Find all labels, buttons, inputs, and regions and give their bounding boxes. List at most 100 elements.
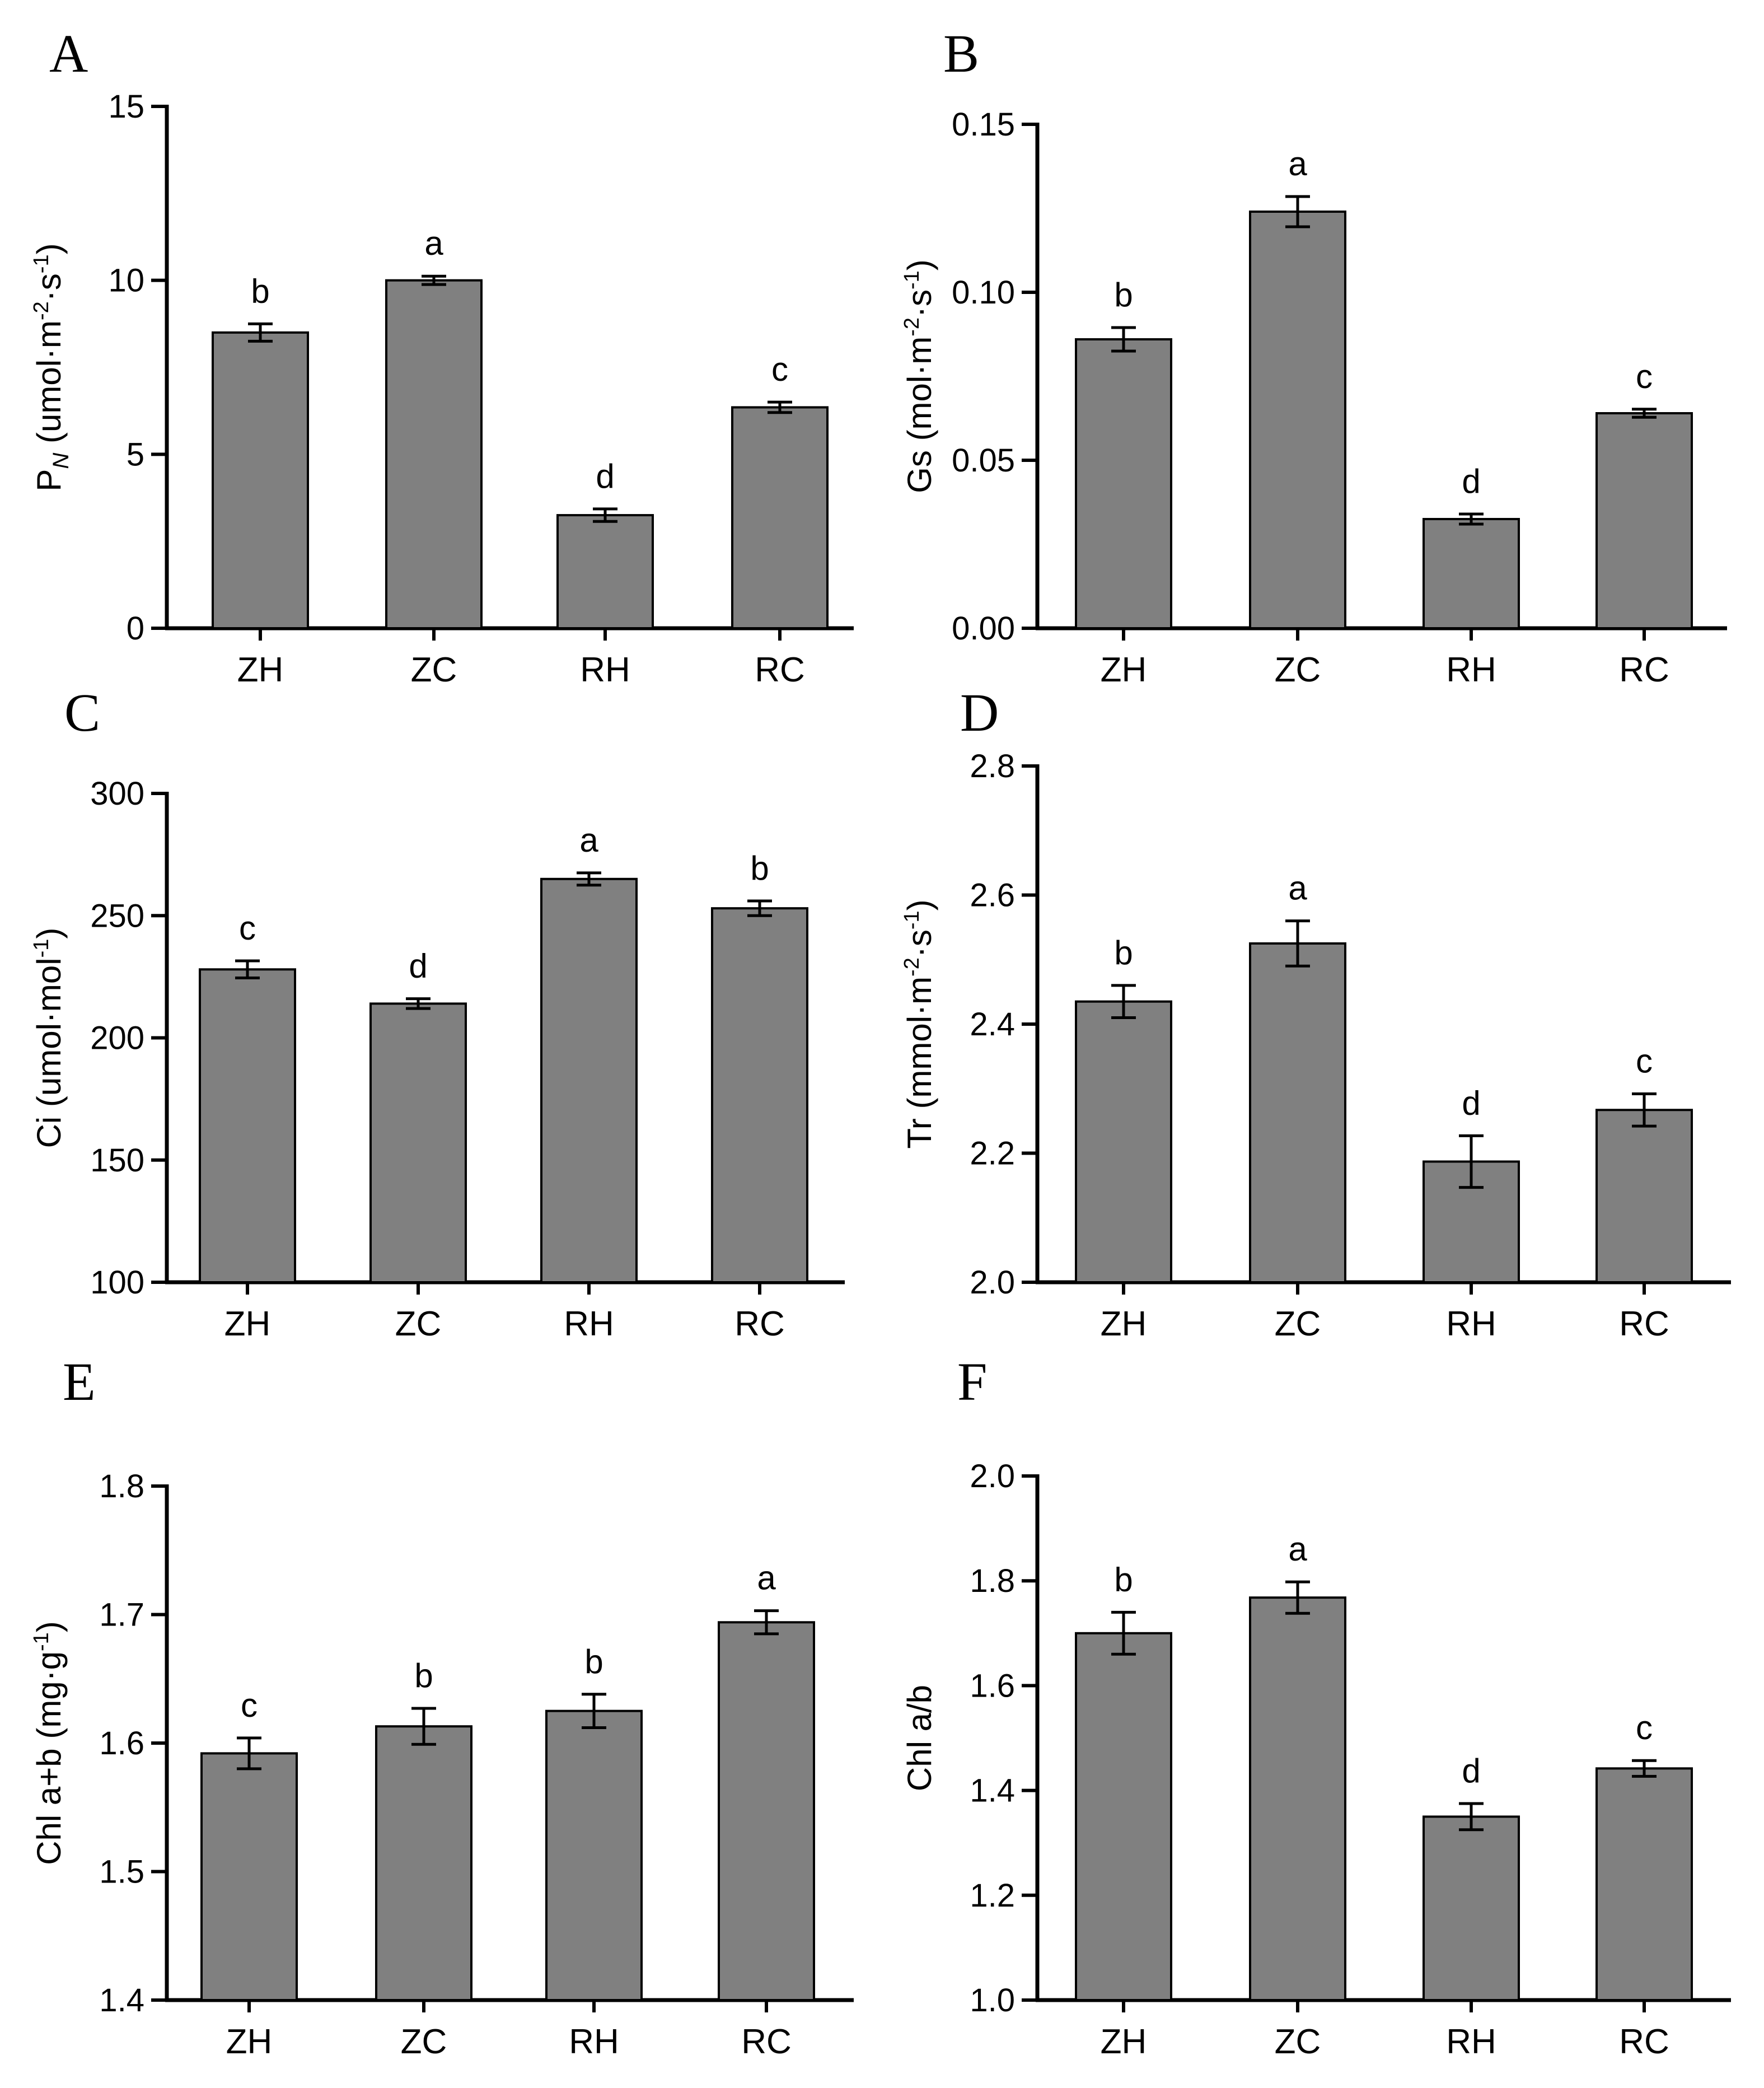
x-tick-label-c-rh: RH <box>564 1305 614 1343</box>
panel-d: D 2.0 2.2 2.4 2.6 2.8 b ZH a ZC d RH c RC Tr (mmol·m-2… <box>900 683 1731 1343</box>
bar-b-rh <box>1423 518 1520 629</box>
bar-f-rc <box>1595 1767 1693 2002</box>
significance-label-f-zh: b <box>1114 1561 1133 1598</box>
x-tick-label-e-rh: RH <box>569 2022 619 2061</box>
significance-label-b-zc: a <box>1288 145 1307 183</box>
panel-letter-c: C <box>64 683 100 742</box>
bar-b-zc <box>1249 211 1346 629</box>
y-tick-label-f: 1.4 <box>970 1773 1015 1809</box>
bar-f-rh <box>1423 1815 1520 2001</box>
x-tick-label-a-rc: RC <box>755 651 805 689</box>
y-axis-title-a: PN (umol·m-2·s-1) <box>30 243 73 491</box>
x-tick-label-a-rh: RH <box>580 651 630 689</box>
y-tick-label-a: 10 <box>108 263 144 299</box>
significance-label-a-zc: a <box>424 225 443 262</box>
significance-label-e-rc: a <box>757 1559 776 1597</box>
x-tick-label-b-rh: RH <box>1446 651 1496 689</box>
x-tick-label-e-zh: ZH <box>226 2022 273 2061</box>
x-tick-label-e-rc: RC <box>741 2022 792 2061</box>
panel-letter-d: D <box>960 683 999 742</box>
y-tick-label-e: 1.4 <box>99 1982 144 2019</box>
bar-d-zh <box>1075 1000 1172 1283</box>
significance-label-c-rh: a <box>579 821 598 859</box>
y-tick-label-d: 2.2 <box>970 1136 1015 1172</box>
x-tick-label-d-rh: RH <box>1446 1305 1496 1343</box>
y-tick-label-c: 150 <box>90 1142 144 1179</box>
panel-f: F 1.0 1.2 1.4 1.6 1.8 2.0 b ZH a ZC d RH c RC Chl a/b <box>901 1352 1731 2061</box>
y-tick-label-a: 0 <box>127 610 144 647</box>
x-tick-label-d-zc: ZC <box>1275 1305 1321 1343</box>
significance-label-a-zh: b <box>251 272 269 310</box>
panel-letter-f: F <box>957 1352 987 1412</box>
bar-f-zc <box>1249 1596 1346 2002</box>
y-tick-label-e: 1.7 <box>99 1597 144 1633</box>
bar-e-rc <box>718 1621 815 2001</box>
significance-label-c-zh: c <box>239 909 256 947</box>
panel-a: A 0 5 10 15 b ZH a ZC d RH c RC PN (umol·m-2·s-1) <box>30 24 854 689</box>
panel-c: C 100 150 200 250 300 c ZH d ZC a RH b RC Ci (umol·mol… <box>30 683 845 1343</box>
y-tick-label-c: 200 <box>90 1020 144 1057</box>
significance-label-e-zc: b <box>414 1657 433 1694</box>
bar-a-rc <box>731 406 829 629</box>
bar-d-zc <box>1249 942 1346 1283</box>
y-tick-label-e: 1.5 <box>99 1854 144 1890</box>
x-tick-label-b-rc: RC <box>1619 651 1669 689</box>
x-tick-label-c-rc: RC <box>734 1305 785 1343</box>
significance-label-a-rc: c <box>771 351 788 388</box>
x-tick-label-e-zc: ZC <box>401 2022 447 2061</box>
bar-f-zh <box>1075 1632 1172 2002</box>
y-tick-label-d: 2.0 <box>970 1264 1015 1301</box>
y-tick-label-f: 1.8 <box>970 1563 1015 1599</box>
significance-label-c-rc: b <box>750 849 769 887</box>
x-tick-label-f-zh: ZH <box>1101 2022 1147 2061</box>
x-tick-label-b-zc: ZC <box>1275 651 1321 689</box>
y-tick-label-c: 300 <box>90 776 144 812</box>
bar-a-zc <box>385 279 483 629</box>
x-tick-label-c-zc: ZC <box>395 1305 442 1343</box>
bar-c-rc <box>711 907 808 1283</box>
significance-label-d-zc: a <box>1288 870 1307 907</box>
y-axis-title-b: Gs (mol·m-2·s-1) <box>900 259 938 493</box>
y-axis-title-c: Ci (umol·mol-1) <box>30 928 68 1148</box>
y-tick-label-d: 2.6 <box>970 877 1015 914</box>
significance-label-a-rh: d <box>596 457 614 495</box>
significance-label-e-zh: c <box>241 1687 258 1724</box>
bar-c-zc <box>369 1002 467 1283</box>
significance-label-c-zc: d <box>409 947 427 985</box>
significance-label-f-rh: d <box>1462 1752 1480 1790</box>
x-tick-label-d-zh: ZH <box>1101 1305 1147 1343</box>
y-tick-label-b: 0.15 <box>952 106 1015 143</box>
bar-a-rh <box>556 514 654 629</box>
significance-label-d-zh: b <box>1114 934 1133 971</box>
x-tick-label-b-zh: ZH <box>1101 651 1147 689</box>
significance-label-f-zc: a <box>1288 1530 1307 1568</box>
x-tick-label-f-zc: ZC <box>1275 2022 1321 2061</box>
bar-d-rc <box>1595 1109 1693 1283</box>
y-tick-label-a: 15 <box>108 88 144 125</box>
x-tick-label-f-rh: RH <box>1446 2022 1496 2061</box>
y-axis-title-e: Chl a+b (mg·g-1) <box>30 1621 68 1865</box>
bar-b-zh <box>1075 338 1172 629</box>
panel-letter-e: E <box>63 1352 96 1412</box>
bar-e-zh <box>200 1752 298 2002</box>
significance-label-e-rh: b <box>584 1643 603 1680</box>
panel-b: B 0.00 0.05 0.10 0.15 b ZH a ZC d RH c RC Gs (mol·m-2… <box>900 24 1727 689</box>
panel-e: E 1.4 1.5 1.6 1.7 1.8 c ZH b ZC b RH a RC Chl a+b (mg·… <box>30 1352 854 2061</box>
x-tick-label-d-rc: RC <box>1619 1305 1669 1343</box>
y-axis-title-d: Tr (mmol·m-2·s-1) <box>900 899 938 1148</box>
y-tick-label-d: 2.8 <box>970 748 1015 784</box>
significance-label-d-rh: d <box>1462 1084 1480 1122</box>
x-tick-label-a-zc: ZC <box>411 651 457 689</box>
y-tick-label-c: 100 <box>90 1264 144 1301</box>
significance-label-f-rc: c <box>1636 1709 1653 1746</box>
bar-e-zc <box>375 1725 472 2002</box>
significance-label-b-zh: b <box>1114 276 1133 314</box>
bar-b-rc <box>1595 412 1693 629</box>
y-tick-label-a: 5 <box>127 436 144 473</box>
x-tick-label-a-zh: ZH <box>237 651 284 689</box>
y-tick-label-e: 1.6 <box>99 1725 144 1762</box>
x-tick-label-c-zh: ZH <box>224 1305 271 1343</box>
y-tick-label-f: 1.6 <box>970 1667 1015 1704</box>
bar-c-zh <box>199 968 296 1283</box>
